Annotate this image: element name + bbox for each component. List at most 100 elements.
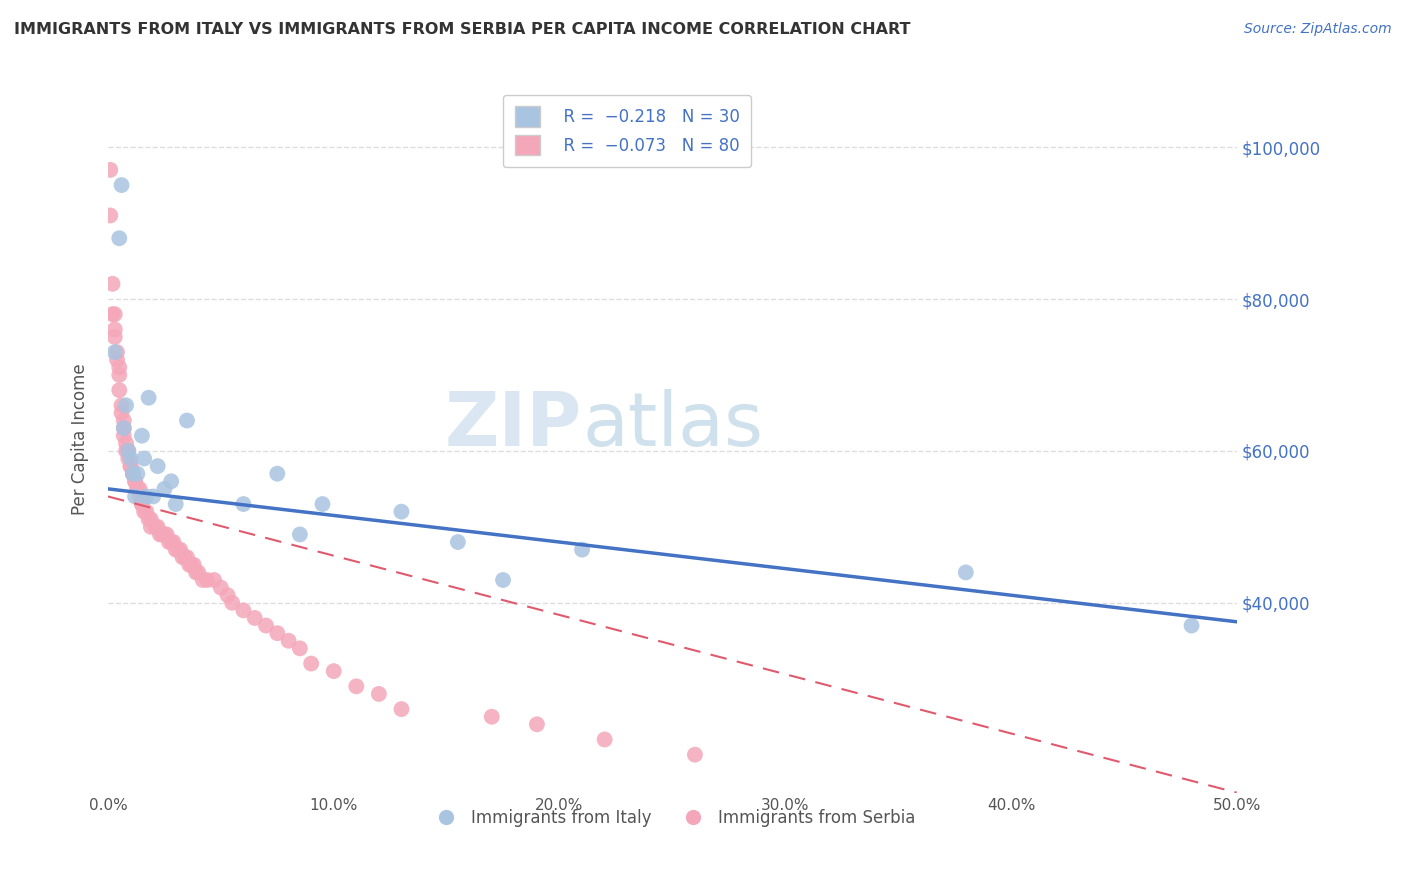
Point (131, 497, 153, 511)
Point (132, 505, 155, 519)
Point (153, 482, 176, 496)
Point (139, 512, 162, 526)
Point (243, 611, 266, 625)
Point (124, 475, 146, 489)
Point (187, 566, 209, 580)
Point (232, 497, 254, 511)
Point (593, 732, 616, 747)
Point (131, 428, 153, 442)
Point (131, 490, 153, 504)
Point (173, 550, 195, 565)
Point (526, 717, 548, 731)
Point (150, 527, 173, 541)
Point (117, 451, 139, 466)
Point (209, 581, 232, 595)
Point (142, 490, 165, 504)
Point (149, 527, 172, 541)
Point (1180, 618, 1202, 632)
Point (128, 490, 150, 504)
Point (232, 603, 254, 617)
Point (120, 459, 142, 474)
Point (481, 709, 503, 723)
Point (112, 413, 135, 427)
Point (172, 550, 194, 565)
Point (266, 467, 288, 481)
Y-axis label: Per Capita Income: Per Capita Income (72, 364, 89, 516)
Point (288, 527, 311, 541)
Point (127, 482, 149, 496)
Point (145, 520, 167, 534)
Point (311, 497, 333, 511)
Point (124, 475, 146, 489)
Point (322, 664, 344, 678)
Point (110, 406, 132, 420)
Point (344, 679, 367, 693)
Text: IMMIGRANTS FROM ITALY VS IMMIGRANTS FROM SERBIA PER CAPITA INCOME CORRELATION CH: IMMIGRANTS FROM ITALY VS IMMIGRANTS FROM… (14, 22, 911, 37)
Point (115, 436, 138, 450)
Point (169, 542, 191, 557)
Point (121, 467, 143, 481)
Point (683, 747, 706, 762)
Point (955, 566, 977, 580)
Point (160, 535, 183, 549)
Point (110, 178, 132, 192)
Point (98, 162, 121, 177)
Point (191, 573, 214, 587)
Point (104, 307, 127, 321)
Point (135, 505, 157, 519)
Point (124, 490, 146, 504)
Point (146, 520, 169, 534)
Point (127, 467, 149, 481)
Point (221, 596, 243, 610)
Point (571, 542, 593, 557)
Point (108, 368, 131, 382)
Point (176, 550, 198, 565)
Point (160, 475, 183, 489)
Point (120, 459, 142, 474)
Point (108, 360, 131, 375)
Point (165, 542, 187, 557)
Point (132, 451, 155, 466)
Point (112, 421, 135, 435)
Point (127, 482, 149, 496)
Point (179, 558, 201, 572)
Point (105, 352, 128, 367)
Point (180, 558, 202, 572)
Point (121, 467, 143, 481)
Point (128, 482, 150, 496)
Point (184, 566, 207, 580)
Point (391, 702, 413, 716)
Point (115, 443, 138, 458)
Point (157, 535, 180, 549)
Point (112, 421, 135, 435)
Point (135, 490, 157, 504)
Point (277, 633, 299, 648)
Point (165, 497, 187, 511)
Point (121, 467, 143, 481)
Point (492, 573, 515, 587)
Point (104, 345, 127, 359)
Point (176, 413, 198, 427)
Point (110, 398, 132, 412)
Point (104, 322, 127, 336)
Point (108, 383, 131, 397)
Point (183, 558, 205, 572)
Point (112, 428, 135, 442)
Point (117, 443, 139, 458)
Text: atlas: atlas (582, 389, 763, 462)
Point (120, 451, 142, 466)
Text: ZIP: ZIP (444, 389, 582, 462)
Point (254, 618, 277, 632)
Point (138, 391, 160, 405)
Point (153, 527, 176, 541)
Point (266, 626, 288, 640)
Point (156, 527, 179, 541)
Point (98, 209, 121, 223)
Point (288, 641, 311, 656)
Point (101, 307, 124, 321)
Point (131, 497, 153, 511)
Point (367, 687, 389, 701)
Point (195, 573, 218, 587)
Text: Source: ZipAtlas.com: Source: ZipAtlas.com (1244, 22, 1392, 37)
Point (105, 345, 128, 359)
